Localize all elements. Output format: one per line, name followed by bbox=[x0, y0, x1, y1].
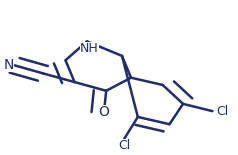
Text: Cl: Cl bbox=[217, 105, 229, 118]
Text: N: N bbox=[3, 58, 14, 72]
Text: NH: NH bbox=[80, 42, 99, 55]
Text: O: O bbox=[99, 105, 109, 119]
Text: Cl: Cl bbox=[118, 140, 130, 153]
